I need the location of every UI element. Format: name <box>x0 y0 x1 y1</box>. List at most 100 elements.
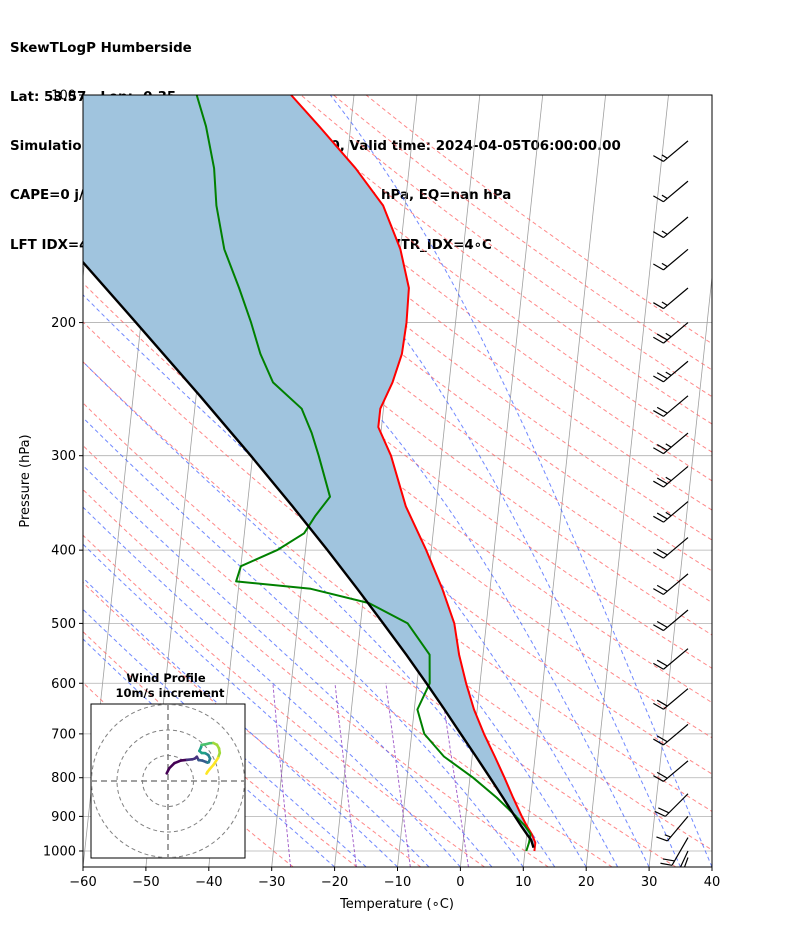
wind-barb-staff <box>663 573 689 595</box>
wind-barb-staff <box>663 140 689 162</box>
wind-barb-flag <box>656 735 668 743</box>
mixing-ratio-line <box>385 683 411 867</box>
wind-barb-flag <box>663 879 675 880</box>
y-tick-label: 1000 <box>43 844 76 859</box>
y-tick-label: 200 <box>51 316 76 331</box>
x-tick-label: −60 <box>69 875 96 890</box>
isotherm-line <box>775 95 794 867</box>
wind-barb <box>653 648 689 670</box>
wind-barb <box>653 180 689 203</box>
wind-barb <box>653 466 689 488</box>
moist-adiabat-line <box>83 608 367 867</box>
hodograph-subtitle: 10m/s increment <box>116 686 225 700</box>
y-tick-label: 300 <box>51 449 76 464</box>
wind-barb-flag <box>653 263 664 271</box>
x-tick-label: −40 <box>195 875 222 890</box>
wind-barb-half-flag <box>665 332 672 338</box>
dry-adiabat-line <box>83 138 712 636</box>
wind-barb-half-flag <box>665 371 672 376</box>
wind-barb-flag <box>656 620 668 628</box>
y-tick-label: 900 <box>51 810 76 825</box>
x-tick-label: −30 <box>258 875 285 890</box>
wind-barb-staff <box>683 857 689 867</box>
wind-barb-staff <box>663 322 689 344</box>
wind-barb-flag <box>656 406 668 414</box>
wind-barb-half-flag <box>664 834 671 838</box>
wind-barb-staff <box>663 501 689 523</box>
wind-barb-flag <box>653 775 664 782</box>
isotherm-line <box>585 95 669 867</box>
wind-barb <box>653 609 689 632</box>
dry-adiabat-line <box>137 95 712 541</box>
hodograph-inset: Wind Profile 10m/s increment <box>90 671 246 859</box>
moist-adiabat-line <box>83 464 493 867</box>
dry-adiabat-line <box>83 402 677 867</box>
cape-cin-shading <box>83 95 536 848</box>
moist-adiabat-line <box>187 95 681 867</box>
wind-barb-flag <box>653 480 664 488</box>
wind-barb-half-flag <box>661 301 668 306</box>
wind-barb-flag <box>656 372 668 380</box>
wind-barb <box>654 793 689 817</box>
dry-adiabat-line <box>83 361 712 851</box>
x-tick-label: 10 <box>515 875 532 890</box>
isotherm-line <box>711 863 712 867</box>
x-tick-label: −20 <box>321 875 348 890</box>
wind-barb <box>653 723 689 746</box>
wind-barb-flag <box>653 588 664 595</box>
wind-barb-flag <box>656 548 668 556</box>
x-tick-label: −10 <box>384 875 411 890</box>
chart-title: SkewTLogP Humberside <box>10 40 192 56</box>
wind-barb-staff <box>663 723 689 746</box>
wind-barb <box>683 857 689 867</box>
y-axis-label: Pressure (hPa) <box>18 434 33 527</box>
hodograph-segment <box>212 756 220 767</box>
wind-barb-flag <box>653 410 664 417</box>
wind-barb-flag <box>654 810 666 817</box>
moist-adiabat-line <box>83 506 461 867</box>
dry-adiabat-line <box>83 630 358 867</box>
y-tick-label: 100 <box>51 89 76 104</box>
wind-barb-flag <box>653 336 664 344</box>
wind-barb <box>653 573 689 595</box>
mixing-ratio-line <box>334 683 357 867</box>
dry-adiabat-line <box>83 444 613 867</box>
wind-barb-half-flag <box>661 194 668 200</box>
wind-barb <box>660 837 689 866</box>
x-tick-label: 30 <box>641 875 658 890</box>
y-tick-label: 600 <box>51 677 76 692</box>
dry-adiabat-line <box>333 95 712 371</box>
mixing-ratio-line <box>272 683 292 867</box>
wind-barb <box>653 537 689 559</box>
wind-barb-staff <box>671 837 689 866</box>
wind-barb-flag <box>653 155 664 162</box>
dry-adiabat-line <box>83 488 549 867</box>
wind-barb-flag <box>656 584 668 592</box>
wind-barb <box>653 760 689 782</box>
wind-barb-half-flag <box>661 154 668 159</box>
dry-adiabat-line <box>83 244 712 739</box>
wind-barb-half-flag <box>661 262 668 268</box>
wind-barb-half-flag <box>665 476 672 482</box>
wind-barb-staff <box>663 180 689 203</box>
wind-barb-flag <box>653 195 664 203</box>
wind-barb-staff <box>663 216 689 239</box>
wind-barb-staff <box>663 609 689 632</box>
wind-barb-staff <box>663 248 689 271</box>
wind-barb-flag <box>656 444 668 451</box>
wind-barb-flag <box>656 836 668 842</box>
y-tick-label: 800 <box>51 771 76 786</box>
parcel-profile-line <box>83 260 535 849</box>
wind-barb-flag <box>653 515 664 523</box>
x-tick-label: −50 <box>132 875 159 890</box>
wind-barb-flag <box>653 662 664 670</box>
mixing-ratio-line <box>440 683 469 867</box>
y-tick-label: 700 <box>51 727 76 742</box>
wind-barb-staff <box>663 688 689 710</box>
moist-adiabat-line <box>83 543 430 867</box>
wind-barb-flag <box>665 874 677 875</box>
wind-barbs <box>653 140 689 880</box>
isotherm-line <box>648 273 712 867</box>
dewpoint-profile-line <box>195 95 532 852</box>
